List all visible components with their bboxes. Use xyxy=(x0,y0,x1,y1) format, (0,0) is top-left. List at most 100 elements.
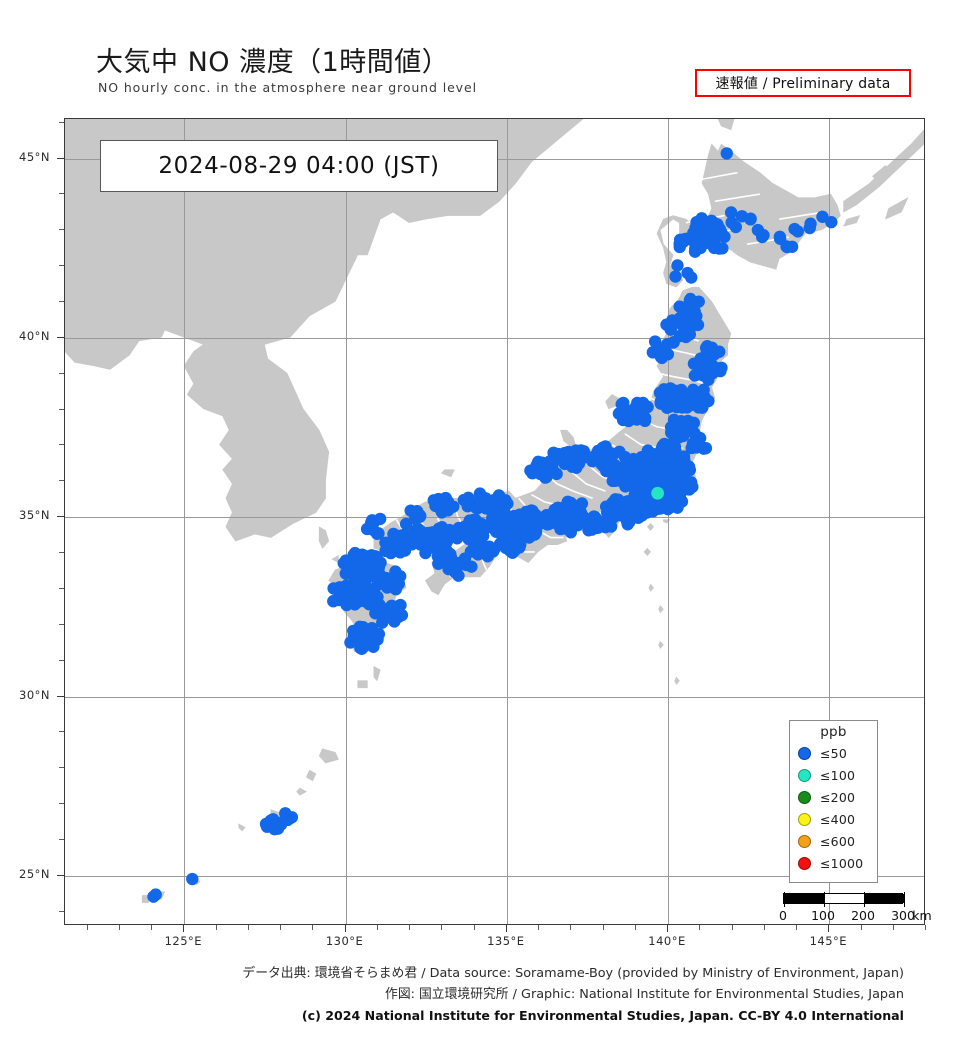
station-marker[interactable] xyxy=(540,511,553,524)
station-marker[interactable] xyxy=(667,336,680,349)
station-marker[interactable] xyxy=(565,508,578,521)
station-marker[interactable] xyxy=(622,414,635,428)
station-marker[interactable] xyxy=(692,295,705,308)
station-marker[interactable] xyxy=(613,445,626,458)
station-marker[interactable] xyxy=(674,414,688,428)
station-marker[interactable] xyxy=(435,506,449,519)
station-marker[interactable] xyxy=(687,357,701,370)
station-marker[interactable] xyxy=(387,527,400,541)
station-marker[interactable] xyxy=(715,361,728,374)
station-marker[interactable] xyxy=(558,457,571,471)
station-marker[interactable] xyxy=(692,218,705,232)
station-marker[interactable] xyxy=(709,346,723,359)
station-marker[interactable] xyxy=(476,493,489,507)
station-marker[interactable] xyxy=(621,518,634,531)
station-marker[interactable] xyxy=(701,339,714,353)
station-marker[interactable] xyxy=(628,404,641,418)
station-marker[interactable] xyxy=(452,527,465,541)
station-marker[interactable] xyxy=(373,512,387,526)
station-marker[interactable] xyxy=(524,508,537,521)
station-marker[interactable] xyxy=(713,242,726,255)
station-marker[interactable] xyxy=(671,479,684,492)
station-marker[interactable] xyxy=(586,455,599,468)
station-marker-highlight[interactable] xyxy=(651,486,665,500)
station-marker[interactable] xyxy=(477,524,490,537)
station-marker[interactable] xyxy=(266,813,280,826)
station-marker[interactable] xyxy=(648,335,662,348)
station-marker[interactable] xyxy=(640,501,653,515)
station-marker[interactable] xyxy=(785,240,799,253)
station-marker[interactable] xyxy=(669,270,682,283)
station-marker[interactable] xyxy=(550,450,563,463)
station-marker[interactable] xyxy=(702,373,715,386)
station-marker[interactable] xyxy=(683,483,696,496)
station-marker[interactable] xyxy=(659,384,672,397)
station-marker[interactable] xyxy=(617,396,630,410)
station-marker[interactable] xyxy=(666,314,679,327)
station-marker[interactable] xyxy=(357,640,370,654)
station-marker[interactable] xyxy=(607,467,621,481)
station-marker[interactable] xyxy=(186,872,199,886)
station-marker[interactable] xyxy=(373,598,386,611)
station-marker[interactable] xyxy=(773,230,787,243)
map-plot-area[interactable] xyxy=(64,118,925,925)
station-marker[interactable] xyxy=(697,442,710,455)
station-marker[interactable] xyxy=(394,598,407,612)
station-marker[interactable] xyxy=(654,472,667,486)
station-marker[interactable] xyxy=(281,813,294,827)
station-marker[interactable] xyxy=(469,514,483,527)
station-marker[interactable] xyxy=(586,519,599,532)
station-marker[interactable] xyxy=(686,437,700,450)
station-marker[interactable] xyxy=(374,570,387,584)
station-marker[interactable] xyxy=(339,587,352,601)
station-marker[interactable] xyxy=(744,212,757,225)
station-marker[interactable] xyxy=(436,550,450,564)
station-marker[interactable] xyxy=(825,215,838,229)
station-marker[interactable] xyxy=(347,624,360,638)
station-marker[interactable] xyxy=(376,616,389,629)
station-marker[interactable] xyxy=(564,526,578,539)
station-marker[interactable] xyxy=(356,594,370,607)
station-marker[interactable] xyxy=(385,599,398,612)
station-marker[interactable] xyxy=(671,259,684,272)
station-marker[interactable] xyxy=(526,521,539,534)
station-marker[interactable] xyxy=(705,214,718,228)
station-marker[interactable] xyxy=(691,239,704,253)
station-marker[interactable] xyxy=(355,565,368,578)
station-marker[interactable] xyxy=(551,513,564,526)
station-marker[interactable] xyxy=(681,266,694,280)
station-marker[interactable] xyxy=(514,538,527,551)
station-marker[interactable] xyxy=(405,538,418,551)
station-marker[interactable] xyxy=(385,611,398,624)
station-marker[interactable] xyxy=(672,426,685,439)
station-marker[interactable] xyxy=(569,444,583,457)
station-marker[interactable] xyxy=(504,542,517,555)
station-marker[interactable] xyxy=(457,493,471,507)
station-marker[interactable] xyxy=(664,323,677,336)
station-marker[interactable] xyxy=(683,232,696,245)
station-marker[interactable] xyxy=(729,220,743,234)
station-marker[interactable] xyxy=(390,577,404,591)
station-marker[interactable] xyxy=(682,399,696,412)
station-marker[interactable] xyxy=(381,540,395,553)
station-marker[interactable] xyxy=(628,509,641,522)
station-marker[interactable] xyxy=(804,217,817,230)
station-marker[interactable] xyxy=(371,633,384,646)
station-marker[interactable] xyxy=(618,505,631,519)
station-marker[interactable] xyxy=(422,542,435,555)
station-marker[interactable] xyxy=(344,636,357,649)
station-marker[interactable] xyxy=(654,395,667,408)
station-marker[interactable] xyxy=(694,388,707,401)
station-marker[interactable] xyxy=(530,459,543,472)
station-marker[interactable] xyxy=(636,478,650,491)
station-marker[interactable] xyxy=(757,229,770,242)
station-marker[interactable] xyxy=(481,550,494,563)
station-marker[interactable] xyxy=(412,510,426,523)
station-marker[interactable] xyxy=(449,565,463,579)
station-marker[interactable] xyxy=(505,528,519,542)
station-marker[interactable] xyxy=(604,520,618,533)
station-marker[interactable] xyxy=(675,495,689,508)
station-marker[interactable] xyxy=(640,400,653,413)
station-marker[interactable] xyxy=(399,517,413,531)
station-marker[interactable] xyxy=(656,439,669,453)
